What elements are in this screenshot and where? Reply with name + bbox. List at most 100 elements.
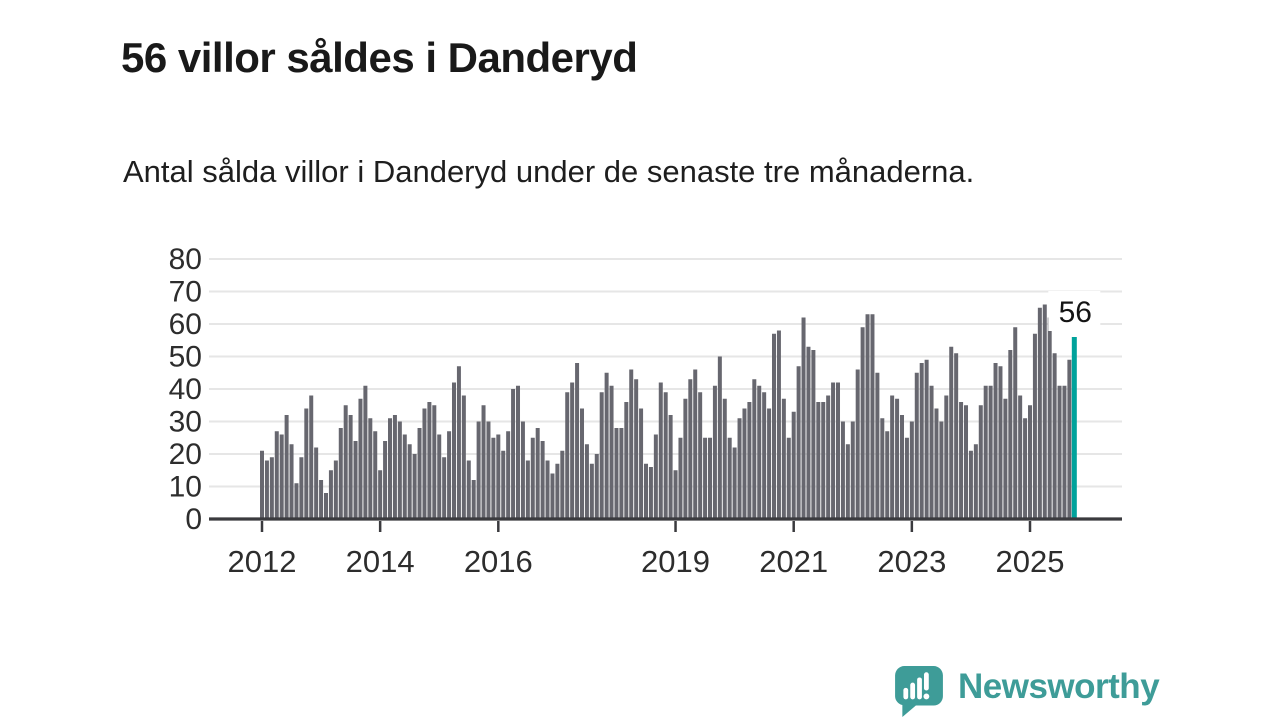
- y-axis-label: 30: [169, 406, 202, 439]
- bar: [722, 398, 727, 519]
- y-axis-label: 50: [169, 341, 202, 374]
- bar: [314, 447, 319, 519]
- bar: [924, 359, 929, 519]
- bar: [964, 405, 969, 519]
- bar: [762, 392, 767, 519]
- bar: [363, 385, 368, 519]
- bar: [432, 405, 437, 519]
- bar: [712, 385, 717, 519]
- bar: [895, 398, 900, 519]
- bar: [727, 437, 732, 519]
- bar: [772, 333, 777, 519]
- bar: [865, 314, 870, 519]
- bar: [1037, 307, 1042, 519]
- bar: [506, 431, 511, 519]
- bar: [639, 408, 644, 519]
- bar: [683, 398, 688, 519]
- x-axis-label: 2025: [996, 544, 1065, 579]
- bar: [693, 369, 698, 519]
- bar: [850, 421, 855, 519]
- y-axis-label: 70: [169, 276, 202, 309]
- bar: [1052, 353, 1057, 519]
- bar: [304, 408, 309, 519]
- page-title: 56 villor såldes i Danderyd: [121, 34, 638, 82]
- bar: [944, 395, 949, 519]
- bar: [550, 473, 555, 519]
- bar: [648, 467, 653, 519]
- bar: [294, 483, 299, 519]
- newsworthy-logo: Newsworthy: [893, 663, 1160, 719]
- bar: [801, 317, 806, 519]
- bar: [609, 385, 614, 519]
- bar: [1018, 395, 1023, 519]
- bar: [402, 434, 407, 519]
- bar: [368, 418, 373, 519]
- bar: [668, 415, 673, 519]
- bar: [476, 421, 481, 519]
- y-axis-label: 40: [169, 373, 202, 406]
- bar: [447, 431, 452, 519]
- bar: [983, 385, 988, 519]
- bar: [496, 434, 501, 519]
- bar: [392, 415, 397, 519]
- bar: [855, 369, 860, 519]
- bar: [821, 402, 826, 519]
- bar: [673, 470, 678, 519]
- bar: [324, 493, 329, 519]
- bar: [491, 437, 496, 519]
- bar: [959, 402, 964, 519]
- bar: [836, 382, 841, 519]
- bar: [466, 460, 471, 519]
- bar: [708, 437, 713, 519]
- bar: [407, 444, 412, 519]
- bar: [319, 480, 324, 519]
- bar: [1008, 350, 1013, 519]
- bar: [939, 421, 944, 519]
- bar: [954, 353, 959, 519]
- bar: [634, 379, 639, 519]
- bar: [885, 431, 890, 519]
- bar: [619, 428, 624, 519]
- bar: [860, 327, 865, 519]
- bar: [816, 402, 821, 519]
- logo-bar-1: [903, 687, 909, 700]
- bar: [678, 437, 683, 519]
- bar: [264, 460, 269, 519]
- bar: [658, 382, 663, 519]
- bar: [614, 428, 619, 519]
- bar: [471, 480, 476, 519]
- bar: [481, 405, 486, 519]
- bar: [412, 454, 417, 519]
- bar: [791, 411, 796, 519]
- bar: [767, 408, 772, 519]
- bar: [998, 366, 1003, 519]
- bar: [442, 457, 447, 519]
- highlighted-bar: [1071, 337, 1077, 519]
- bar: [309, 395, 314, 519]
- bar: [560, 450, 565, 519]
- bar: [452, 382, 457, 519]
- bar: [988, 385, 993, 519]
- bar: [520, 421, 525, 519]
- bar: [737, 418, 742, 519]
- bar: [417, 428, 422, 519]
- bar: [811, 350, 816, 519]
- bar: [1032, 333, 1037, 519]
- bar: [870, 314, 875, 519]
- bar: [875, 372, 880, 519]
- bar: [747, 402, 752, 519]
- bar: [732, 447, 737, 519]
- bar: [284, 415, 289, 519]
- annotation-background: [1048, 291, 1101, 331]
- bar: [890, 395, 895, 519]
- logo-bar-3: [917, 677, 922, 700]
- bar: [328, 470, 333, 519]
- bar: [703, 437, 708, 519]
- bar: [599, 392, 604, 519]
- bar: [914, 372, 919, 519]
- bar: [757, 385, 762, 519]
- bar: [663, 392, 668, 519]
- bar: [993, 363, 998, 519]
- x-axis-label: 2019: [641, 544, 710, 579]
- bar: [1057, 385, 1062, 519]
